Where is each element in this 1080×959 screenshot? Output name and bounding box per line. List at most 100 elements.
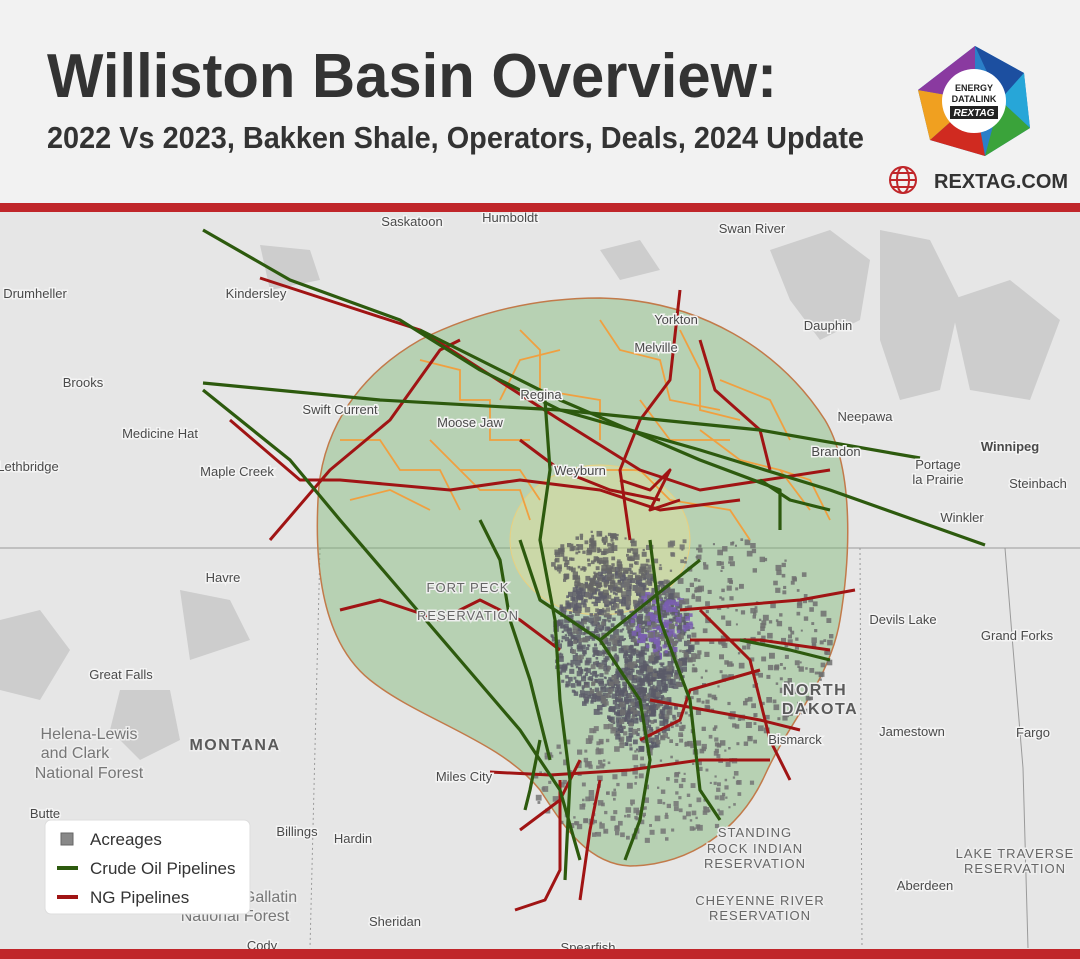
acreage-speck [596,547,601,551]
acreage-speck [609,634,616,640]
acreage-speck [649,686,654,690]
acreage-speck [690,743,696,749]
acreage-speck [662,801,666,805]
acreage-speck [626,782,633,789]
acreage-speck [603,828,609,834]
acreage-speck [592,654,595,657]
acreage-speck [638,583,645,589]
acreage-speck [701,726,706,731]
acreage-speck [634,587,640,593]
acreage-speck [673,650,676,654]
acreage-speck [635,626,642,632]
acreage-speck [676,712,682,718]
place-label: Winnipeg [981,439,1039,454]
acreage-speck [687,639,692,645]
acreage-speck [611,542,615,546]
acreage-speck [642,738,648,744]
acreage-speck [587,558,590,562]
acreage-speck [611,563,615,567]
acreage-speck [584,684,588,688]
acreage-speck [664,596,667,600]
acreage-speck [662,707,666,711]
acreage-speck [582,798,585,802]
area-label: ROCK INDIAN [707,841,803,856]
acreage-speck [632,599,637,604]
acreage-speck [593,726,599,732]
acreage-speck [660,828,666,834]
acreage-speck [583,598,588,603]
acreage-speck [662,600,665,603]
acreage-speck [805,695,811,701]
acreage-speck [727,661,733,667]
acreage-speck [632,548,639,555]
acreage-speck [627,616,633,621]
acreage-speck [610,575,615,580]
place-label: Steinbach [1009,476,1067,491]
acreage-speck [592,729,597,734]
acreage-speck [664,725,671,731]
acreage-speck [602,607,605,611]
acreage-speck [787,639,793,645]
acreage-speck [646,694,650,698]
acreage-speck [608,547,615,554]
acreage-speck [607,761,611,765]
acreage-speck [597,571,603,577]
acreage-speck [611,638,618,645]
acreage-speck [588,739,593,744]
acreage-speck [596,747,599,751]
acreage-speck [664,704,670,710]
acreage-speck [615,697,620,703]
acreage-speck [674,612,678,616]
acreage-speck [677,596,681,601]
acreage-speck [682,661,687,666]
acreage-speck [624,663,628,668]
acreage-speck [650,720,655,724]
acreage-speck [582,803,586,807]
acreage-speck [668,628,675,635]
acreage-speck [647,621,651,626]
acreage-speck [644,615,650,622]
acreage-speck [641,625,646,629]
acreage-speck [579,760,582,764]
acreage-speck [654,815,661,822]
acreage-speck [638,773,644,779]
acreage-speck [805,667,808,670]
acreage-speck [661,590,667,596]
acreage-speck [738,662,745,669]
acreage-speck [612,591,616,595]
acreage-speck [599,673,604,678]
acreage-speck [597,800,604,806]
acreage-speck [696,797,702,803]
footer-bar [0,949,1080,959]
acreage-speck [645,729,652,736]
acreage-speck [618,635,624,641]
acreage-speck [761,620,767,626]
acreage-speck [595,622,601,627]
acreage-speck [721,615,726,620]
acreage-speck [630,578,635,583]
acreage-speck [659,627,665,633]
acreage-speck [537,801,541,804]
acreage-speck [645,580,650,586]
acreage-speck [687,623,694,630]
acreage-speck [737,652,741,655]
acreage-speck [695,596,702,602]
acreage-speck [610,533,617,539]
acreage-speck [621,700,624,704]
acreage-speck [620,709,626,715]
acreage-speck [559,625,563,629]
acreage-speck [819,640,824,645]
acreage-speck [677,578,684,584]
acreage-speck [757,631,761,635]
acreage-speck [664,610,670,616]
acreage-speck [629,570,633,574]
acreage-speck [644,695,648,700]
acreage-speck [672,647,678,652]
acreage-speck [735,609,738,612]
acreage-speck [647,573,652,578]
acreage-speck [565,681,571,687]
acreage-speck [684,556,687,560]
acreage-speck [610,605,616,611]
acreage-speck [679,599,684,605]
acreage-speck [643,797,649,803]
